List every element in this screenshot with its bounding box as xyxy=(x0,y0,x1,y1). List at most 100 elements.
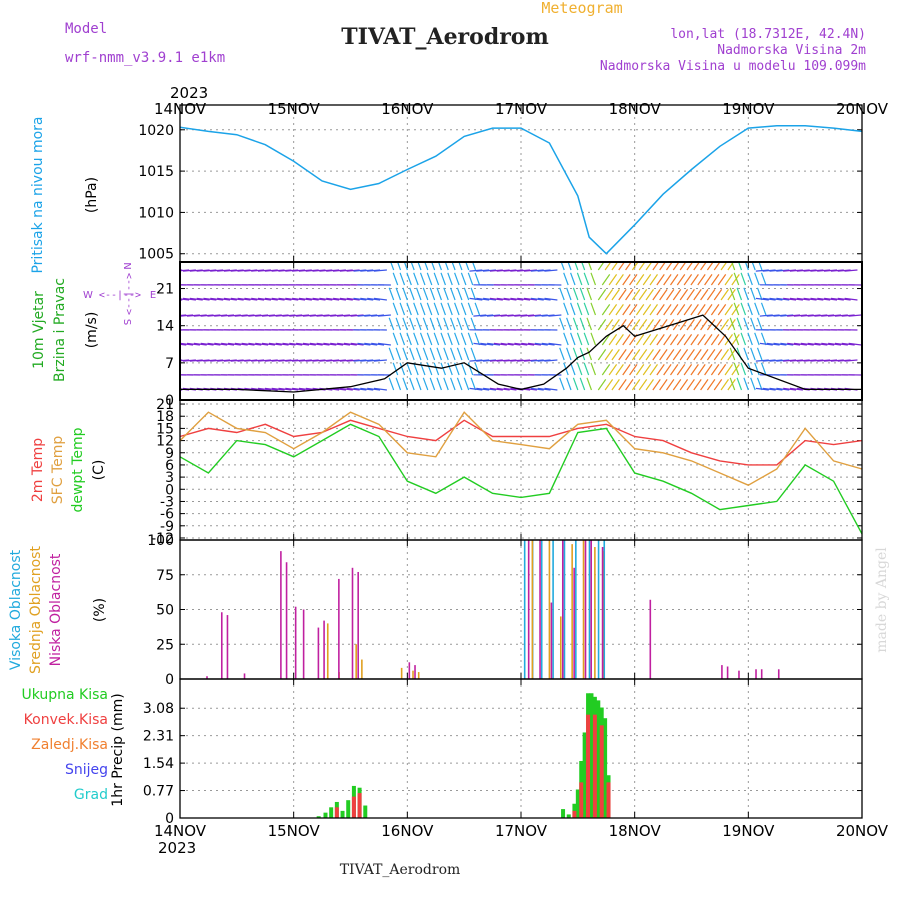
y-tick-label: 18 xyxy=(156,409,174,425)
panel-wind: 0 7 14 21 xyxy=(156,262,863,409)
wind-barb xyxy=(717,274,727,286)
wind-barb xyxy=(597,289,607,301)
wind-barb xyxy=(604,319,614,331)
wind-barb xyxy=(444,262,449,271)
wind-barb xyxy=(760,332,767,346)
wind-barb xyxy=(353,297,367,301)
wind-barb xyxy=(433,272,440,286)
wind-barb xyxy=(285,297,299,301)
wind-barb xyxy=(483,297,497,301)
wind-barb xyxy=(720,379,729,391)
wind-barb xyxy=(743,287,749,301)
temperature-label-group: 2m Temp SFC Temp dewpt Temp (C) xyxy=(30,427,107,512)
wind-barb xyxy=(289,342,303,346)
precip-bar xyxy=(579,782,584,818)
wind-barb xyxy=(292,387,306,391)
wind-barb xyxy=(683,304,693,316)
precip-unit-label: 1hr Precip (mm) xyxy=(110,693,126,806)
bottom-tick-label: 16NOV xyxy=(381,822,434,840)
compass-arrows: <--|--> xyxy=(99,290,141,301)
wind-barb xyxy=(700,262,707,271)
wind-barb xyxy=(710,334,720,346)
wind-barb xyxy=(729,347,736,361)
precip-bar xyxy=(340,810,345,818)
wind-barb xyxy=(642,364,652,376)
wind-barb xyxy=(302,342,316,346)
wind-barb xyxy=(611,262,619,271)
wind-barb xyxy=(776,387,790,391)
wind-barb xyxy=(586,377,593,391)
wind-barb xyxy=(638,349,648,361)
wind-barb xyxy=(583,302,590,316)
wind-barb xyxy=(672,289,682,301)
wind-barb xyxy=(456,317,463,331)
model-elevation-label: Nadmorska Visina u modelu 109.099m xyxy=(600,59,866,74)
wind-barb xyxy=(388,317,395,331)
wind-barb xyxy=(496,297,510,301)
y-tick-label: 1005 xyxy=(138,247,174,263)
wind-barb xyxy=(544,269,558,272)
y-tick-label: 2.31 xyxy=(143,729,174,745)
wind-barb xyxy=(615,364,624,376)
wind-barb xyxy=(474,302,481,316)
wind-barb xyxy=(474,272,481,286)
wind-barb xyxy=(611,379,620,391)
wind-barb xyxy=(736,317,743,331)
wind-barb xyxy=(415,287,422,301)
wind-barb xyxy=(268,342,282,346)
cloud-unit-label: (%) xyxy=(92,598,108,622)
wind-barb xyxy=(731,304,740,316)
wind-barb xyxy=(762,297,776,301)
wind-barb xyxy=(503,297,517,301)
wind-barb xyxy=(656,364,665,376)
y-tick-label: 0 xyxy=(165,482,174,498)
y-tick-label: 3 xyxy=(165,470,174,486)
y-tick-label: 1015 xyxy=(138,164,174,180)
wind-barb xyxy=(744,262,749,271)
wind-barb xyxy=(579,347,586,361)
wind-barb xyxy=(796,297,810,301)
precip-bar xyxy=(599,725,604,818)
wind-barb xyxy=(566,287,572,301)
wind-barb xyxy=(731,274,740,286)
wind-barb xyxy=(844,269,858,272)
wind-barb xyxy=(530,297,544,301)
wind-barb xyxy=(590,302,597,316)
wind-barb xyxy=(196,297,210,301)
wind-barb xyxy=(766,342,780,346)
wind-barb xyxy=(608,274,618,286)
wind-barb xyxy=(773,342,787,346)
wind-barb xyxy=(447,302,453,316)
wind-barb xyxy=(597,379,607,391)
wind-barb xyxy=(544,387,558,391)
wind-barb xyxy=(440,272,446,286)
wind-barb xyxy=(470,347,477,361)
wind-barb xyxy=(670,334,679,346)
wind-barb xyxy=(264,297,278,301)
wind-barb xyxy=(437,262,442,271)
wind-barb xyxy=(346,387,360,391)
wind-barb xyxy=(793,342,807,346)
wind-barb xyxy=(319,297,333,301)
wind-barb xyxy=(608,304,618,316)
wind-barb xyxy=(649,334,658,346)
wind-barb xyxy=(422,287,429,301)
wind-barb xyxy=(649,274,658,286)
wind-barb xyxy=(476,297,490,301)
wind-barb xyxy=(377,314,391,317)
wind-barb xyxy=(346,297,360,301)
wind-barb xyxy=(419,332,426,346)
panel-precipitation: 0 0.77 1.54 2.31 3.08 xyxy=(143,679,863,827)
wind-barb xyxy=(436,377,442,391)
wind-barb xyxy=(683,274,693,286)
wind-barb xyxy=(182,297,196,301)
y-tick-label: -12 xyxy=(151,531,174,547)
wind-barb xyxy=(463,377,470,391)
wind-barb xyxy=(473,342,487,346)
wind-barb xyxy=(615,334,624,346)
y-tick-label: 75 xyxy=(156,568,174,584)
wind-barb xyxy=(264,387,278,391)
wind-barb xyxy=(572,317,579,331)
wind-barb xyxy=(241,342,255,346)
y-tick-label: 1010 xyxy=(138,205,174,221)
